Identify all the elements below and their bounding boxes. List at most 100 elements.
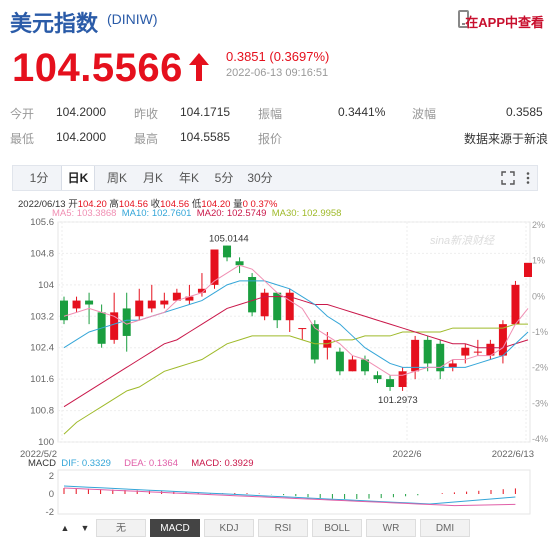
current-price: 104.5566 [12,46,183,90]
open-in-app-link[interactable]: 在APP中查看 [465,15,544,30]
phone-icon[interactable] [458,10,469,28]
tab-yearly[interactable]: 年K [178,171,199,185]
candle-body [160,300,169,305]
ma-legend: MA5: 103.3868 MA10: 102.7601 MA20: 102.5… [52,208,341,219]
stat-label-quote: 报价 [258,132,283,146]
candle-body [135,300,144,317]
pct-tick-label: 0% [532,291,545,301]
candle-body [360,359,369,372]
candle-body [185,296,194,301]
stat-value-range: 0.3585 [506,105,543,119]
stat-label-prev-close: 昨收 [134,107,159,121]
kline-info-row: 2022/06/13 开104.20 高104.56 收104.56 低104.… [18,196,277,210]
ma5-line [63,264,529,376]
macd-frame [57,469,531,515]
tab-5min[interactable]: 5分 [214,171,234,185]
quote-timestamp: 2022-06-13 09:16:51 [226,67,329,79]
indicator-macd[interactable]: MACD [150,519,200,537]
candle-body [448,363,457,368]
stat-value-prev-close: 104.1715 [180,105,231,119]
tab-daily[interactable]: 日K [61,166,95,190]
stat-label-open: 今开 [10,107,35,121]
pct-tick-label: -3% [532,398,548,408]
candle-body [223,245,232,258]
pct-tick-label: 2% [532,220,545,230]
stat-label-low: 最低 [10,132,35,146]
symbol-code: (DINIW) [107,11,158,27]
candle-body [473,351,482,353]
tab-1min[interactable]: 1分 [29,171,49,185]
kline-close: 104.56 [160,199,190,210]
y-tick-label: 100.8 [30,406,54,417]
tab-monthly[interactable]: 月K [142,171,163,185]
candle-body [235,261,244,266]
tab-weekly[interactable]: 周K [106,171,127,185]
candle-body [411,339,420,372]
candle-body [335,351,344,372]
pct-tick-label: 1% [532,256,545,266]
scroll-down-icon[interactable]: ▼ [80,523,90,533]
kline-volume-label: 量 [233,199,243,210]
candle-body [310,324,319,360]
indicator-tabs: 无 MACD KDJ RSI BOLL WR DMI [54,519,538,537]
ma10-line [63,280,529,368]
scroll-up-icon[interactable]: ▲ [60,523,70,533]
candle-body [386,379,395,387]
stat-value-high: 104.5585 [180,130,231,144]
candle-body [524,262,532,277]
macd-y-tick: 2 [49,471,54,482]
x-tick-label: 2022/6/13 [492,449,534,460]
candle-body [260,292,269,317]
data-source: 数据来源于新浪 [464,132,549,146]
candle-body [147,300,156,309]
price-change: 0.3851 (0.3697%) [226,49,330,64]
header: 美元指数 (DINIW) 在APP中查看 [10,6,544,36]
candle-body [110,312,119,340]
more-options-icon[interactable] [521,171,535,185]
y-tick-label: 103.2 [30,311,54,322]
kline-volume: 0 [242,199,248,210]
candlestick-chart[interactable]: 105.6 104.8 104 103.2 102.4 101.6 100.8 100 2% 1%… [0,217,550,461]
candle-body [122,308,131,336]
candle-body [248,277,257,313]
stat-value-open: 104.2000 [56,105,107,119]
candle-body [60,300,68,321]
dea-legend: DEA: 0.1364 [124,458,178,469]
candle-body [436,343,445,372]
macd-label: MACD [28,458,56,469]
kline-pct: 0.37% [250,199,278,210]
stats-grid: 今开 104.2000 昨收 104.1715 振幅 0.3441% 波幅 0.… [10,99,548,147]
stat-label-high: 最高 [134,132,159,146]
period-tabs: 1分 日K 周K 月K 年K 5分 30分 [12,165,538,191]
stat-label-amplitude: 振幅 [258,107,283,121]
ma10-legend: MA10: 102.7601 [121,208,192,219]
kline-high: 104.56 [118,199,148,210]
kline-high-label: 高 [109,199,119,210]
macd-y-tick: -2 [46,507,54,518]
y-tick-label: 100 [38,437,54,448]
candle-body [172,292,181,301]
indicator-boll[interactable]: BOLL [312,519,362,537]
kline-open-label: 开 [68,199,78,210]
fullscreen-icon[interactable] [501,171,515,185]
dif-line [63,485,516,505]
macd-value-legend: MACD: 0.3929 [191,458,254,469]
indicator-wr[interactable]: WR [366,519,416,537]
kline-open: 104.20 [77,199,107,210]
x-tick-label: 2022/5/2 [20,449,57,460]
kline-close-label: 收 [150,199,161,210]
ma20-line [63,296,529,408]
candle-body [197,288,206,293]
tab-30min[interactable]: 30分 [247,171,273,185]
stat-label-range: 波幅 [412,107,437,121]
indicator-kdj[interactable]: KDJ [204,519,254,537]
indicator-rsi[interactable]: RSI [258,519,308,537]
y-tick-label: 102.4 [30,343,54,354]
y-tick-label: 101.6 [30,374,54,385]
y-tick-label: 105.6 [30,217,54,228]
y-tick-label: 104.8 [30,248,54,259]
indicator-none[interactable]: 无 [96,519,146,537]
indicator-dmi[interactable]: DMI [420,519,470,537]
dea-line [63,487,516,507]
candle-body [498,324,507,356]
